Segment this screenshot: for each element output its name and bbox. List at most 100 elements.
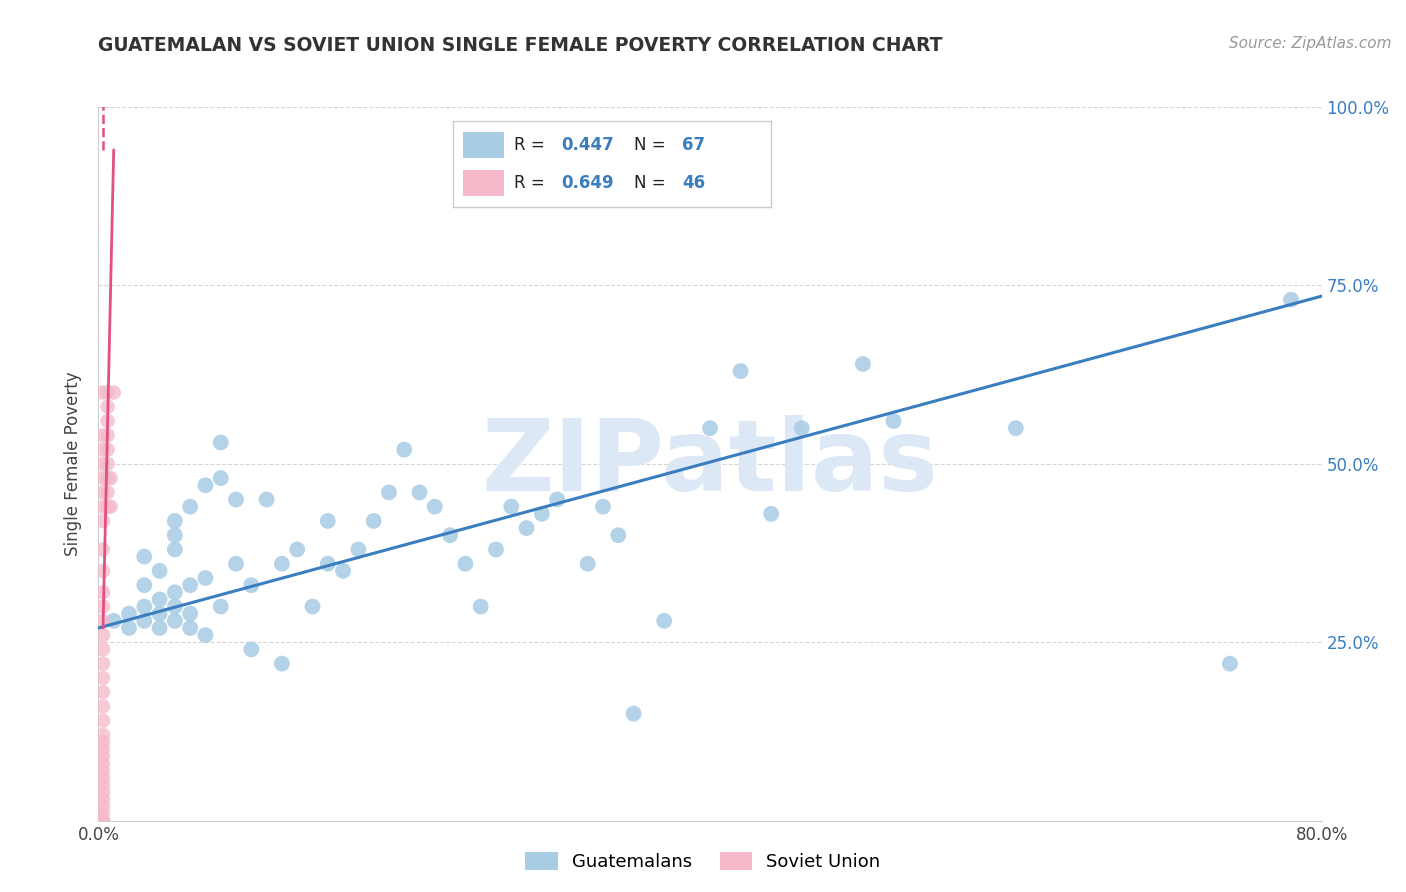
Point	[270, 657, 292, 671]
Point	[91, 599, 114, 614]
Point	[623, 706, 645, 721]
Point	[91, 442, 114, 457]
Point	[607, 528, 630, 542]
Point	[134, 578, 156, 592]
Point	[576, 557, 599, 571]
Point	[194, 478, 217, 492]
Point	[439, 528, 461, 542]
Point	[149, 592, 172, 607]
Point	[179, 607, 201, 621]
Point	[530, 507, 553, 521]
Point	[730, 364, 752, 378]
Point	[592, 500, 614, 514]
Point	[91, 385, 114, 400]
Point	[225, 492, 247, 507]
Point	[285, 542, 308, 557]
Point	[91, 714, 114, 728]
Point	[91, 749, 114, 764]
Point	[97, 385, 120, 400]
Point	[363, 514, 385, 528]
Point	[163, 542, 186, 557]
Point	[179, 500, 201, 514]
Text: GUATEMALAN VS SOVIET UNION SINGLE FEMALE POVERTY CORRELATION CHART: GUATEMALAN VS SOVIET UNION SINGLE FEMALE…	[98, 36, 943, 54]
Point	[163, 585, 186, 599]
Point	[225, 557, 247, 571]
Point	[179, 621, 201, 635]
Point	[1004, 421, 1026, 435]
Point	[100, 500, 122, 514]
Point	[392, 442, 416, 457]
Point	[97, 471, 120, 485]
Point	[91, 657, 114, 671]
Point	[378, 485, 401, 500]
Text: Source: ZipAtlas.com: Source: ZipAtlas.com	[1229, 36, 1392, 51]
Point	[91, 764, 114, 778]
Point	[91, 564, 114, 578]
Point	[97, 400, 120, 414]
Point	[97, 442, 120, 457]
Point	[883, 414, 905, 428]
Point	[134, 599, 156, 614]
Point	[134, 614, 156, 628]
Point	[91, 799, 114, 814]
Point	[852, 357, 875, 371]
Point	[91, 771, 114, 785]
Y-axis label: Single Female Poverty: Single Female Poverty	[65, 372, 83, 556]
Point	[256, 492, 278, 507]
Point	[97, 485, 120, 500]
Point	[91, 485, 114, 500]
Point	[118, 621, 141, 635]
Point	[759, 507, 782, 521]
Point	[240, 642, 263, 657]
Point	[91, 542, 114, 557]
Point	[699, 421, 721, 435]
Point	[91, 471, 114, 485]
Point	[100, 471, 122, 485]
Point	[209, 599, 232, 614]
Point	[408, 485, 430, 500]
Point	[1219, 657, 1241, 671]
Point	[91, 457, 114, 471]
Point	[118, 607, 141, 621]
Point	[91, 642, 114, 657]
Point	[103, 614, 125, 628]
Point	[163, 528, 186, 542]
Point	[501, 500, 523, 514]
Point	[97, 500, 120, 514]
Point	[91, 514, 114, 528]
Point	[91, 792, 114, 806]
Point	[97, 414, 120, 428]
Point	[134, 549, 156, 564]
Point	[194, 571, 217, 585]
Point	[91, 806, 114, 821]
Point	[91, 585, 114, 599]
Point	[91, 699, 114, 714]
Point	[91, 778, 114, 792]
Point	[91, 628, 114, 642]
Point	[91, 614, 114, 628]
Point	[91, 814, 114, 828]
Point	[149, 621, 172, 635]
Point	[347, 542, 370, 557]
Point	[485, 542, 508, 557]
Point	[790, 421, 813, 435]
Point	[163, 614, 186, 628]
Point	[423, 500, 446, 514]
Point	[149, 607, 172, 621]
Point	[240, 578, 263, 592]
Point	[91, 671, 114, 685]
Point	[652, 614, 675, 628]
Point	[209, 471, 232, 485]
Point	[194, 628, 217, 642]
Point	[91, 756, 114, 771]
Point	[91, 685, 114, 699]
Point	[163, 599, 186, 614]
Point	[91, 735, 114, 749]
Point	[163, 514, 186, 528]
Point	[332, 564, 354, 578]
Point	[1279, 293, 1302, 307]
Point	[91, 785, 114, 799]
Point	[470, 599, 492, 614]
Point	[91, 428, 114, 442]
Point	[149, 564, 172, 578]
